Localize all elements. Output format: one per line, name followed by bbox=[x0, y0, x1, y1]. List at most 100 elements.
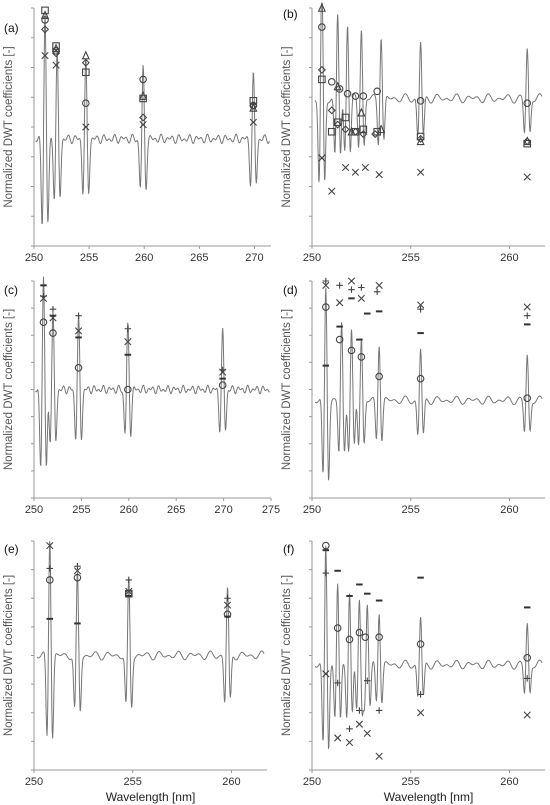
x-tick-label: 250 bbox=[25, 252, 43, 264]
panel-f: 250 255 260 (f) Normalized DWT coefficients … bbox=[281, 540, 545, 804]
x-marker bbox=[375, 281, 383, 289]
x-tick-label: 260 bbox=[500, 504, 518, 516]
x-tick-label: 260 bbox=[135, 252, 153, 264]
triangle-marker bbox=[376, 124, 386, 134]
square-marker bbox=[41, 6, 49, 15]
circle-marker bbox=[375, 633, 383, 641]
signal-line bbox=[36, 541, 265, 739]
x-tick-label: 255 bbox=[402, 252, 420, 264]
diamond-marker bbox=[416, 134, 425, 143]
circle-marker bbox=[333, 624, 342, 632]
square-marker bbox=[373, 127, 381, 136]
x-marker bbox=[357, 294, 366, 302]
x-marker bbox=[361, 163, 369, 172]
plus-marker bbox=[49, 305, 57, 313]
x-marker bbox=[523, 711, 531, 719]
circle-marker bbox=[523, 653, 532, 662]
x-marker bbox=[223, 601, 232, 609]
square-marker bbox=[341, 113, 350, 122]
panel-b: 250 255 260 (b) Normalized DWT coefficients … bbox=[281, 2, 545, 264]
diamond-marker bbox=[40, 25, 50, 34]
y-axis-title: Normalized DWT coefficients [-] bbox=[281, 46, 293, 207]
panel-c: 250 255 260 265 270 275 (c) Normalized DWT coef… bbox=[3, 276, 280, 516]
circle-marker bbox=[359, 92, 368, 100]
diamond-marker bbox=[81, 58, 90, 67]
plus-marker bbox=[358, 284, 365, 291]
plus-marker bbox=[523, 675, 531, 682]
panel-label: (f) bbox=[283, 542, 294, 556]
panel-e: 250 255 260 (e) Normalized DWT coefficients … bbox=[3, 540, 267, 804]
panel-label: (b) bbox=[283, 7, 298, 21]
x-tick-label: 260 bbox=[500, 252, 518, 264]
diamond-marker bbox=[327, 106, 336, 115]
x-marker bbox=[345, 738, 354, 747]
x-tick-label: 255 bbox=[72, 504, 90, 516]
plus-marker bbox=[74, 562, 81, 570]
x-marker bbox=[219, 368, 227, 376]
y-axis-title: Normalized DWT coefficients [-] bbox=[281, 575, 293, 736]
plus-marker bbox=[523, 312, 531, 319]
circle-marker bbox=[327, 77, 336, 86]
x-marker bbox=[416, 301, 425, 309]
x-tick-label: 260 bbox=[222, 776, 240, 788]
x-tick-label: 250 bbox=[25, 776, 43, 788]
x-tick-label: 250 bbox=[303, 776, 321, 788]
x-marker bbox=[322, 670, 330, 678]
y-axis-title: Normalized DWT coefficients [-] bbox=[3, 575, 15, 736]
plus-marker bbox=[334, 679, 341, 687]
triangle-marker bbox=[40, 10, 50, 19]
x-tick-label: 250 bbox=[25, 504, 43, 516]
diamond-marker bbox=[333, 120, 342, 129]
triangle-marker bbox=[317, 2, 326, 12]
x-marker bbox=[375, 170, 383, 179]
plus-marker bbox=[375, 707, 383, 714]
circle-marker bbox=[139, 75, 147, 84]
x-marker bbox=[41, 51, 49, 60]
x-marker bbox=[351, 168, 360, 176]
x-tick-label: 265 bbox=[190, 252, 208, 264]
signal-line bbox=[35, 276, 270, 466]
x-tick-label: 255 bbox=[124, 776, 142, 788]
circle-marker bbox=[249, 101, 258, 110]
x-marker bbox=[49, 314, 57, 322]
plus-marker bbox=[356, 707, 363, 714]
x-marker bbox=[416, 168, 425, 176]
x-marker bbox=[416, 709, 425, 717]
circle-marker bbox=[523, 394, 532, 402]
circle-marker bbox=[49, 329, 57, 337]
circle-marker bbox=[361, 633, 370, 641]
circle-marker bbox=[343, 89, 352, 98]
circle-marker bbox=[351, 92, 360, 100]
circle-marker bbox=[74, 363, 83, 372]
x-tick-label: 260 bbox=[500, 776, 518, 788]
x-tick-label: 255 bbox=[402, 504, 420, 516]
x-marker bbox=[124, 338, 132, 346]
x-tick-label: 265 bbox=[167, 504, 185, 516]
square-marker bbox=[124, 589, 133, 598]
x-marker bbox=[73, 567, 82, 575]
x-marker bbox=[125, 587, 133, 596]
circle-marker bbox=[523, 99, 532, 107]
x-tick-label: 275 bbox=[262, 504, 280, 516]
plus-marker bbox=[373, 288, 381, 296]
plus-marker bbox=[417, 691, 424, 698]
circle-marker bbox=[416, 97, 425, 105]
triangle-marker bbox=[357, 107, 366, 117]
circle-marker bbox=[347, 346, 356, 355]
x-marker bbox=[249, 118, 258, 126]
circle-marker bbox=[322, 541, 330, 550]
plus-marker bbox=[417, 305, 424, 313]
x-axis-title: Wavelength [nm] bbox=[106, 790, 196, 804]
square-marker bbox=[359, 125, 368, 134]
signal-line bbox=[35, 14, 270, 225]
plus-marker bbox=[348, 286, 355, 293]
square-marker bbox=[318, 75, 326, 84]
x-tick-label: 250 bbox=[303, 504, 321, 516]
panel-d: 250 255 260 (d) Normalized DWT coefficients … bbox=[281, 277, 545, 516]
circle-marker bbox=[357, 353, 366, 361]
circle-marker bbox=[39, 318, 48, 327]
x-marker bbox=[328, 187, 336, 195]
circle-marker bbox=[416, 640, 425, 648]
plus-marker bbox=[46, 565, 54, 572]
panel-label: (d) bbox=[283, 283, 298, 297]
